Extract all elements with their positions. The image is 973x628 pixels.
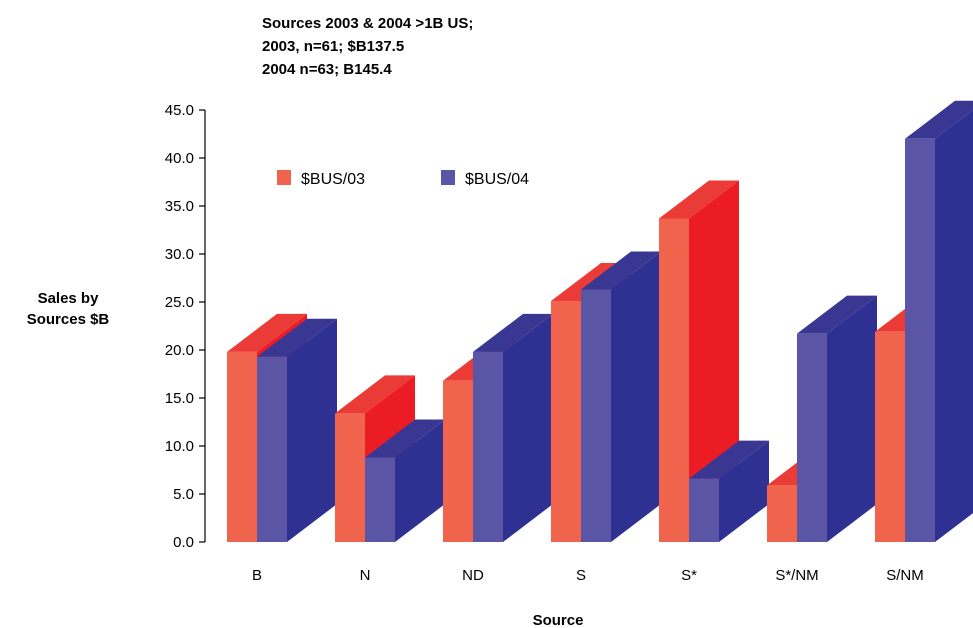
bar-2004-S/NM	[905, 100, 973, 543]
y-axis-label: Sales by Sources $B	[27, 290, 110, 328]
bar-side-face	[503, 313, 553, 542]
bar-front-face	[797, 333, 827, 542]
y-tick-label: 5.0	[173, 486, 194, 503]
x-tick-label: S	[576, 567, 586, 584]
bar-top-face	[797, 295, 877, 334]
bar-side-face	[935, 109, 973, 542]
y-tick-label: 45.0	[165, 102, 194, 119]
y-axis-label-line: Sales by	[38, 290, 100, 307]
y-tick-label: 10.0	[165, 438, 194, 455]
bar-top-face	[905, 100, 973, 139]
legend-label: $BUS/04	[465, 171, 529, 188]
bar-2004-B	[257, 318, 337, 542]
bar-top-face	[689, 440, 769, 479]
bar-front-face	[581, 289, 611, 542]
x-tick-label: B	[252, 567, 262, 584]
bar-top-face	[257, 318, 337, 357]
bar-front-face	[257, 356, 287, 542]
bar-top-face	[365, 419, 445, 458]
y-axis-label-line: Sources $B	[27, 311, 110, 328]
bar-2004-S*/NM	[797, 295, 877, 542]
bar-2004-ND	[473, 313, 553, 542]
chart-title-line: Sources 2003 & 2004 >1B US;	[262, 15, 473, 32]
bars	[227, 100, 973, 543]
bar-front-face	[659, 218, 689, 543]
chart-title: Sources 2003 & 2004 >1B US; 2003, n=61; $…	[262, 15, 473, 78]
bar-front-face	[905, 138, 935, 543]
y-tick-label: 0.0	[173, 534, 194, 551]
bar-top-face	[227, 313, 307, 352]
legend-swatch	[441, 170, 455, 185]
x-axis-label: Source	[533, 612, 584, 628]
x-tick-label: ND	[462, 567, 484, 584]
bar-front-face	[551, 301, 581, 542]
x-axis-ticks: B N ND S S* S*/NM S/NM	[252, 567, 924, 584]
x-tick-label: S*	[681, 567, 697, 584]
bar-side-face	[395, 419, 445, 542]
bar-front-face	[335, 413, 365, 542]
bar-2004-S*	[689, 440, 769, 542]
bar-top-face	[473, 313, 553, 352]
y-tick-label: 25.0	[165, 294, 194, 311]
x-tick-label: N	[360, 567, 371, 584]
bar-front-face	[443, 380, 473, 542]
x-tick-label: S*/NM	[775, 567, 818, 584]
bar-side-face	[827, 295, 877, 542]
bar-top-face	[581, 251, 661, 290]
bar-front-face	[689, 478, 719, 542]
x-tick-label: S/NM	[886, 567, 924, 584]
bar-front-face	[365, 457, 395, 542]
bar-side-face	[611, 251, 661, 542]
bar-side-face	[287, 318, 337, 542]
bar-2004-N	[365, 419, 445, 542]
legend: $BUS/03 $BUS/04	[277, 170, 529, 188]
y-axis: 0.0 5.0 10.0 15.0 20.0 25.0 30.0 35.0 40.0 45.0	[165, 102, 206, 551]
bar-top-face	[335, 375, 415, 414]
y-tick-label: 40.0	[165, 150, 194, 167]
bar-front-face	[875, 331, 905, 542]
y-tick-label: 15.0	[165, 390, 194, 407]
bar-front-face	[227, 351, 257, 542]
legend-swatch	[277, 170, 291, 185]
bar-side-face	[719, 440, 769, 542]
legend-label: $BUS/03	[301, 171, 365, 188]
bar-top-face	[659, 180, 739, 219]
y-tick-label: 30.0	[165, 246, 194, 263]
bar-front-face	[473, 351, 503, 542]
y-tick-label: 20.0	[165, 342, 194, 359]
bar-front-face	[767, 485, 797, 542]
chart-title-line: 2004 n=63; B145.4	[262, 61, 392, 78]
bar-2004-S	[581, 251, 661, 542]
y-tick-label: 35.0	[165, 198, 194, 215]
chart-title-line: 2003, n=61; $B137.5	[262, 38, 404, 55]
